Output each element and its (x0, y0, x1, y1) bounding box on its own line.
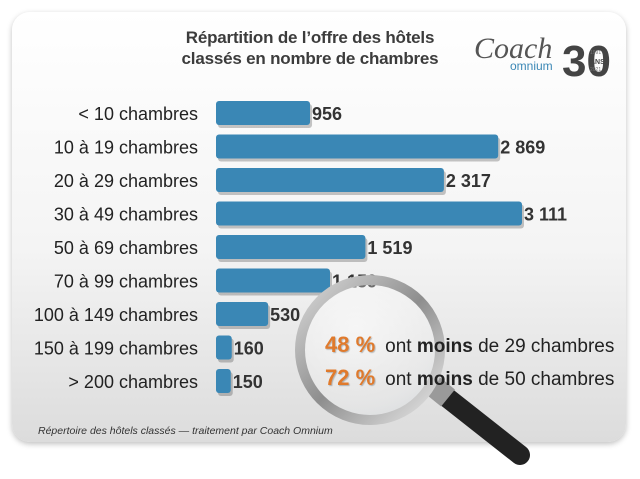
value-label: 160 (234, 339, 264, 359)
annotation-2-post: de 50 chambres (478, 369, 615, 390)
bar (216, 268, 330, 293)
category-label: < 10 chambres (78, 104, 198, 124)
logo-year-end: 2021 (590, 67, 601, 73)
bar (216, 201, 522, 226)
annotation-1-pct: 48 % (325, 332, 376, 357)
category-label: 50 à 69 chambres (54, 238, 198, 258)
value-label: 2 317 (446, 171, 491, 191)
source-note: Répertoire des hôtels classés — traiteme… (38, 425, 333, 437)
logo-number: 30 (562, 37, 611, 86)
bar (216, 134, 499, 159)
bar (216, 335, 232, 360)
value-label: 3 111 (524, 205, 567, 225)
logo-word-coach: Coach (474, 32, 552, 65)
bar (216, 369, 231, 393)
category-label: 20 à 29 chambres (54, 171, 198, 191)
annotation-2-pre: ont (385, 369, 412, 390)
coach-omnium-logo: Coach omnium 30 1991 ANS 2021 (474, 32, 611, 86)
title-line-2: classés en nombre de chambres (181, 49, 439, 68)
category-label: 30 à 49 chambres (54, 205, 198, 225)
chart-title: Répartition de l’offre des hôtels classé… (150, 27, 470, 69)
category-label: > 200 chambres (68, 372, 198, 392)
logo-year-start: 1991 (590, 50, 601, 56)
bar (216, 168, 444, 192)
annotation-2-bold: moins (416, 369, 473, 390)
annotation-2: 72 % ont moins de 50 chambres (325, 365, 614, 391)
logo-ans: ANS (590, 59, 605, 66)
title-line-1: Répartition de l’offre des hôtels (185, 28, 435, 47)
bar (216, 302, 269, 326)
category-label: 100 à 149 chambres (34, 305, 198, 325)
category-label: 70 à 99 chambres (54, 272, 198, 292)
annotation-1-pre: ont (385, 336, 412, 357)
category-label: 150 à 199 chambres (34, 339, 198, 359)
logo-word-omnium: omnium (510, 59, 553, 73)
value-label: 956 (312, 104, 342, 124)
annotation-1-post: de 29 chambres (478, 336, 615, 357)
bar (216, 101, 311, 125)
value-label: 530 (270, 305, 300, 325)
value-label: 2 869 (500, 138, 545, 158)
category-label: 10 à 19 chambres (54, 138, 198, 158)
value-label: 1 519 (367, 238, 412, 258)
bar (216, 235, 366, 259)
annotation-1: 48 % ont moins de 29 chambres (325, 332, 614, 358)
value-label: 150 (233, 372, 263, 392)
annotation-1-bold: moins (416, 336, 473, 357)
annotation-2-pct: 72 % (325, 365, 376, 390)
